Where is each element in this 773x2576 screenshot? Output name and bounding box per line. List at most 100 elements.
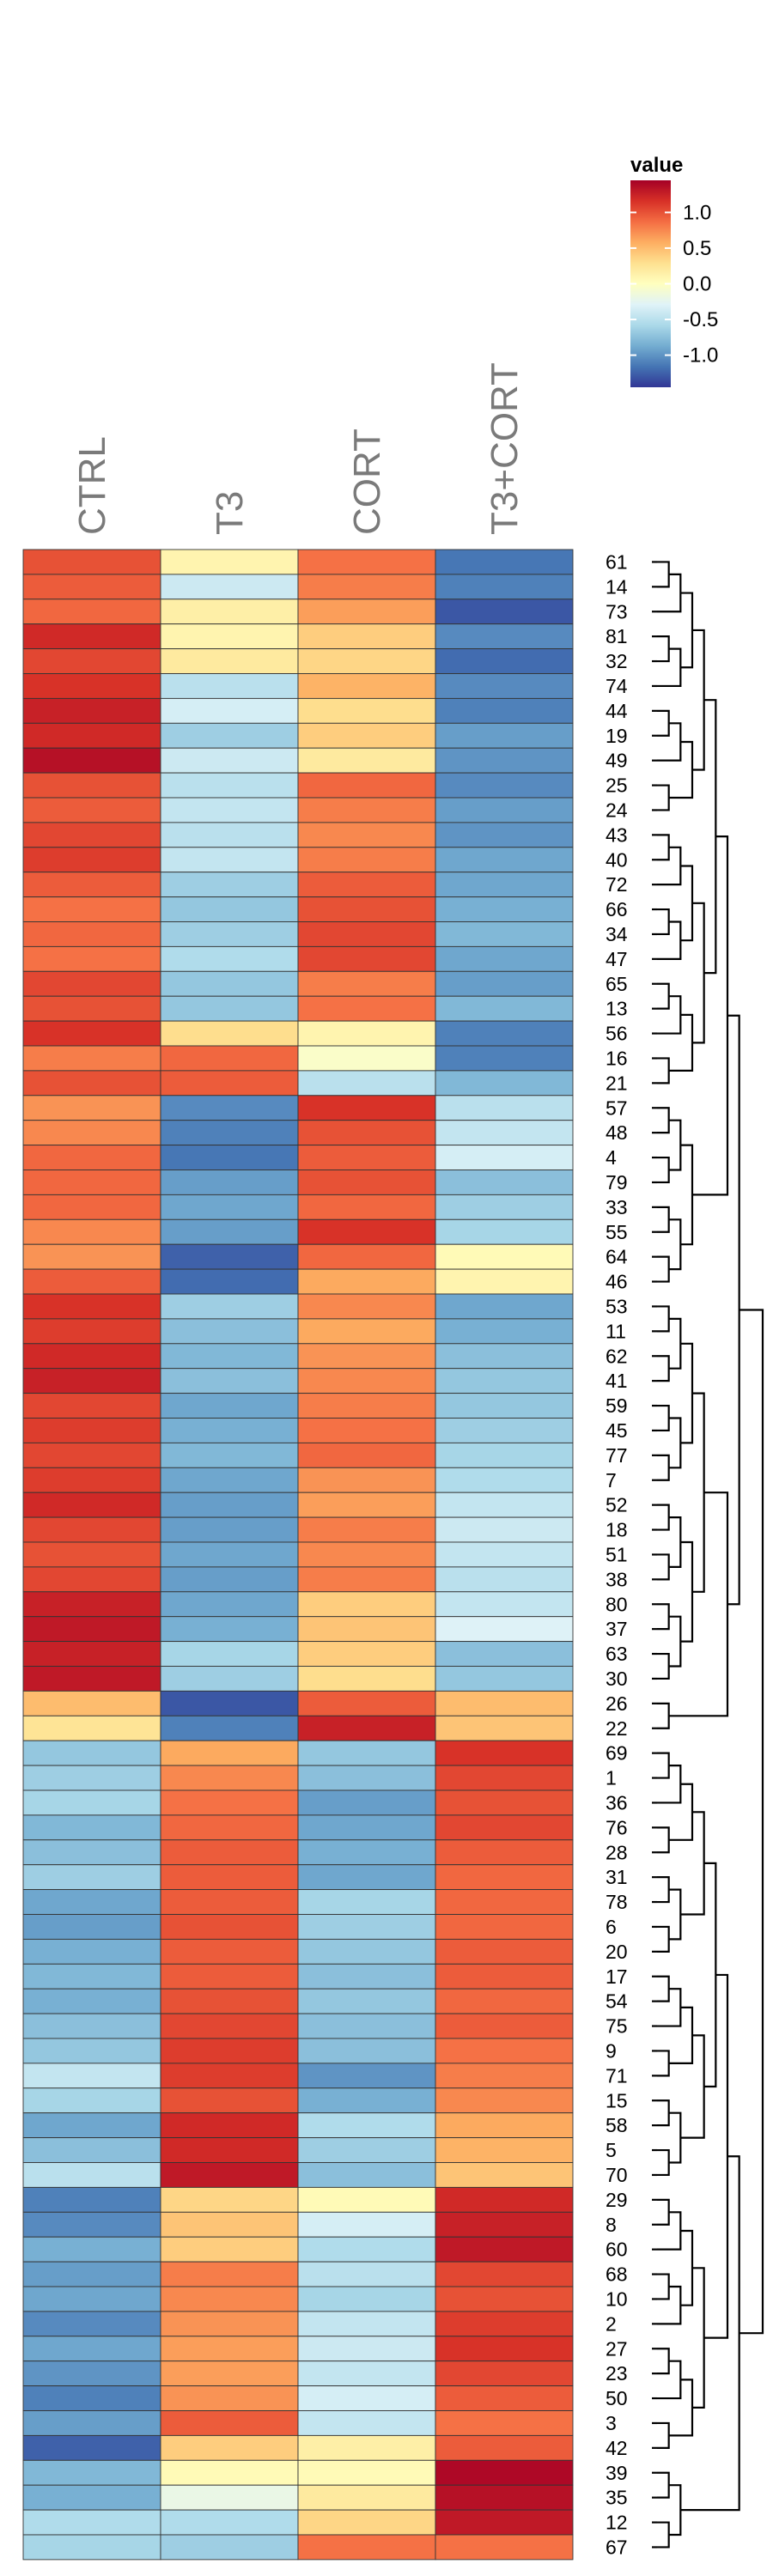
heatmap-cell bbox=[297, 970, 436, 997]
heatmap-cell bbox=[435, 2063, 574, 2089]
row-label: 72 bbox=[606, 873, 628, 896]
heatmap-cell bbox=[435, 1368, 574, 1394]
dendrogram-branch bbox=[668, 1417, 682, 1469]
heatmap-cell bbox=[435, 896, 574, 922]
heatmap-cell bbox=[22, 673, 161, 699]
heatmap-cell bbox=[160, 1268, 299, 1295]
heatmap-cell bbox=[160, 2063, 299, 2089]
heatmap-cell bbox=[160, 995, 299, 1022]
dendrogram-branch bbox=[657, 1355, 670, 1382]
row-label: 26 bbox=[606, 1692, 628, 1715]
row-dendrogram bbox=[652, 561, 764, 2549]
heatmap-cell bbox=[435, 1740, 574, 1766]
heatmap-cell bbox=[160, 2186, 299, 2213]
heatmap-cell bbox=[435, 921, 574, 947]
row-label: 44 bbox=[606, 700, 628, 722]
heatmap-cell bbox=[22, 1616, 161, 1643]
row-label: 39 bbox=[606, 2462, 628, 2484]
dendrogram-branch bbox=[657, 1404, 670, 1432]
heatmap-cell bbox=[22, 945, 161, 972]
heatmap-cell bbox=[22, 2484, 161, 2511]
heatmap-cell bbox=[160, 549, 299, 575]
row-label: 76 bbox=[606, 1816, 628, 1838]
row-label: 50 bbox=[606, 2387, 628, 2409]
dendrogram-branch bbox=[657, 1057, 670, 1084]
row-label: 56 bbox=[606, 1023, 628, 1045]
heatmap-cell bbox=[22, 2236, 161, 2263]
dendrogram-branch bbox=[668, 1615, 682, 1668]
dendrogram-branch bbox=[668, 1218, 682, 1271]
heatmap-cell bbox=[160, 1914, 299, 1940]
heatmap-cell bbox=[435, 2509, 574, 2536]
heatmap-cell bbox=[435, 2385, 574, 2411]
row-label: 40 bbox=[606, 848, 628, 871]
heatmap-cell bbox=[297, 772, 436, 799]
color-legend: value 1.0 0.5 0.0 -0.5 -1.0 bbox=[630, 154, 718, 387]
row-label: 11 bbox=[606, 1320, 626, 1342]
heatmap-cell bbox=[297, 1492, 436, 1518]
heatmap-cell bbox=[22, 697, 161, 724]
heatmap-cell bbox=[435, 1938, 574, 1965]
row-label: 27 bbox=[606, 2337, 628, 2360]
dendrogram-branch bbox=[657, 1826, 670, 1854]
heatmap-cell bbox=[160, 2385, 299, 2411]
heatmap-cell bbox=[435, 1218, 574, 1245]
heatmap-cell bbox=[160, 1963, 299, 1990]
heatmap-cell bbox=[297, 2137, 436, 2163]
row-label: 15 bbox=[606, 2089, 628, 2111]
dendrogram-branch bbox=[657, 573, 682, 613]
heatmap-cell bbox=[297, 1170, 436, 1195]
heatmap-cell bbox=[297, 2087, 436, 2114]
dendrogram-branch bbox=[668, 2006, 694, 2064]
row-label: 78 bbox=[606, 1891, 628, 1913]
heatmap-cell bbox=[297, 648, 436, 674]
heatmap-cell bbox=[22, 1690, 161, 1716]
column-label: CTRL bbox=[71, 436, 113, 535]
heatmap-cell bbox=[435, 574, 574, 600]
heatmap-cell bbox=[22, 772, 161, 799]
heatmap-cell bbox=[160, 2087, 299, 2114]
heatmap-cell bbox=[22, 1268, 161, 1295]
heatmap-cell bbox=[297, 2162, 436, 2188]
row-label: 47 bbox=[606, 948, 628, 970]
dendrogram-branch bbox=[657, 2198, 670, 2226]
dendrogram-branch bbox=[680, 1540, 694, 1643]
heatmap-cell bbox=[160, 1368, 299, 1394]
heatmap-cell bbox=[22, 1418, 161, 1443]
heatmap-cell bbox=[297, 1641, 436, 1667]
row-label: 25 bbox=[606, 775, 628, 797]
dendrogram-branch bbox=[668, 2379, 694, 2437]
row-label: 59 bbox=[606, 1394, 628, 1417]
heatmap-cell bbox=[160, 2484, 299, 2511]
heatmap-cell bbox=[22, 2311, 161, 2337]
dendrogram-branch bbox=[657, 722, 682, 762]
heatmap-cell bbox=[22, 2063, 161, 2089]
dendrogram-branch bbox=[692, 902, 705, 1044]
heatmap-cell bbox=[160, 1418, 299, 1443]
heatmap-cell bbox=[22, 2286, 161, 2312]
dendrogram-branch bbox=[657, 2211, 682, 2251]
dendrogram-branch bbox=[657, 1305, 670, 1333]
heatmap-cell bbox=[297, 2360, 436, 2387]
heatmap-cell bbox=[297, 945, 436, 972]
heatmap-cell bbox=[297, 1442, 436, 1468]
dendrogram-branch bbox=[657, 2273, 670, 2300]
dendrogram-branch bbox=[657, 1988, 682, 2027]
heatmap-cell bbox=[435, 1566, 574, 1593]
heatmap-cell bbox=[297, 1666, 436, 1692]
dendrogram-branch bbox=[657, 2050, 670, 2077]
heatmap-cell bbox=[22, 1864, 161, 1891]
heatmap-cell bbox=[160, 1938, 299, 1965]
row-label: 45 bbox=[606, 1419, 628, 1442]
heatmap-cell bbox=[22, 1814, 161, 1841]
heatmap-cell bbox=[297, 1914, 436, 1940]
heatmap-cell bbox=[160, 1318, 299, 1345]
row-label: 29 bbox=[606, 2189, 628, 2211]
heatmap-cell bbox=[297, 598, 436, 625]
heatmap-cell bbox=[160, 2311, 299, 2337]
row-label: 62 bbox=[606, 1345, 628, 1367]
heatmap-cell bbox=[160, 1145, 299, 1170]
row-label: 13 bbox=[606, 998, 628, 1020]
heatmap-cell bbox=[297, 2286, 436, 2312]
dendrogram-branch bbox=[657, 2521, 670, 2549]
